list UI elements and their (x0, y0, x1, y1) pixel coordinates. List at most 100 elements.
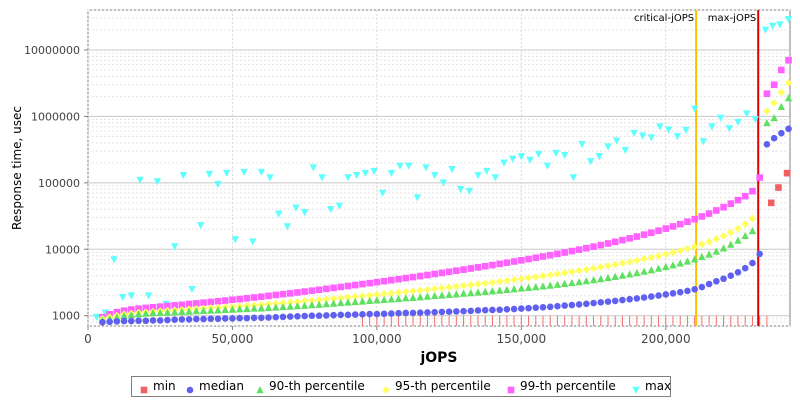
point-median (366, 310, 373, 318)
point-95-th-percentile (394, 288, 403, 297)
point-median (135, 317, 142, 325)
legend-symbol-median (184, 381, 196, 400)
point-max (413, 194, 422, 202)
point-max (595, 153, 604, 161)
point-median (185, 316, 193, 323)
point-median (113, 318, 121, 325)
point-99-th-percentile (258, 293, 265, 301)
point-90-th-percentile (322, 300, 331, 308)
point-90-th-percentile (777, 102, 786, 111)
point-median (669, 290, 677, 297)
point-median (120, 317, 128, 325)
point-95-th-percentile (495, 277, 504, 286)
point-median (568, 301, 576, 309)
axis-tick-labels: 0 50,000 100,000 150,000 200,000 1000 10000 100… (24, 44, 691, 346)
point-99-th-percentile (749, 187, 756, 195)
point-95-th-percentile (531, 273, 540, 281)
point-90-th-percentile (149, 309, 157, 317)
point-99-th-percentile (395, 275, 402, 283)
legend-marker-max (632, 386, 640, 394)
point-95-th-percentile (409, 287, 417, 295)
point-max (725, 125, 734, 133)
point-90-th-percentile (719, 244, 728, 252)
point-max (664, 126, 673, 134)
point-95-th-percentile (416, 286, 425, 295)
point-max (396, 162, 404, 170)
point-median (431, 308, 438, 316)
point-max (179, 171, 188, 180)
point-95-th-percentile (336, 294, 345, 302)
point-99-th-percentile (243, 294, 251, 302)
point-max (552, 149, 560, 158)
point-median (554, 302, 561, 310)
point-90-th-percentile (163, 308, 172, 316)
point-99-th-percentile (185, 300, 193, 308)
point-99-th-percentile (135, 305, 142, 312)
point-90-th-percentile (300, 301, 309, 309)
point-max (500, 159, 508, 167)
point-median (214, 315, 222, 323)
point-95-th-percentile (777, 88, 786, 97)
point-90-th-percentile (517, 284, 526, 292)
legend-symbol-svg (256, 386, 264, 394)
point-median (525, 304, 532, 312)
point-median (344, 311, 352, 319)
point-95-th-percentile (286, 298, 295, 307)
point-median (720, 275, 727, 283)
point-95-th-percentile (373, 290, 381, 299)
point-99-th-percentile (221, 297, 229, 304)
point-90-th-percentile (192, 307, 201, 315)
point-90-th-percentile (402, 294, 410, 302)
point-median (597, 299, 605, 306)
point-max (543, 162, 552, 170)
point-95-th-percentile (474, 280, 482, 288)
point-90-th-percentile (329, 299, 338, 307)
point-min (775, 184, 782, 191)
point-90-th-percentile (264, 303, 273, 312)
point-median (243, 314, 251, 322)
point-max (621, 146, 630, 155)
point-max (716, 114, 725, 122)
point-90-th-percentile (308, 301, 316, 309)
point-90-th-percentile (589, 276, 598, 284)
point-median (416, 309, 424, 316)
point-99-th-percentile (554, 250, 561, 258)
legend-label-95th: 95-th percentile (395, 379, 491, 393)
point-99-th-percentile (373, 278, 381, 286)
point-median (193, 315, 200, 323)
point-median (503, 305, 511, 313)
point-90-th-percentile (459, 289, 468, 297)
point-95-th-percentile (719, 232, 728, 240)
point-median (713, 277, 720, 285)
legend-symbol-95th (380, 381, 392, 400)
point-95-th-percentile (546, 271, 555, 279)
point-99-th-percentile (474, 264, 482, 271)
legend-symbol-99th (505, 381, 517, 400)
point-median (207, 315, 215, 323)
point-max (612, 137, 621, 145)
point-99-th-percentile (539, 253, 547, 260)
point-90-th-percentile (467, 289, 475, 297)
point-max (422, 164, 430, 172)
point-median (684, 287, 691, 295)
point-median (611, 297, 619, 305)
point-95-th-percentile (329, 294, 338, 303)
point-max (638, 132, 647, 140)
point-95-th-percentile (445, 283, 453, 292)
point-max (508, 155, 517, 163)
point-95-th-percentile (633, 256, 641, 265)
point-99-th-percentile (741, 192, 749, 200)
point-99-th-percentile (402, 274, 410, 282)
point-99-th-percentile (489, 261, 496, 269)
point-95-th-percentile (380, 290, 388, 298)
point-95-th-percentile (452, 282, 461, 291)
point-median (438, 308, 446, 316)
legend-label-90th: 90-th percentile (269, 379, 365, 393)
point-90-th-percentile (113, 313, 121, 321)
point-99-th-percentile (669, 223, 677, 230)
point-max (751, 116, 760, 124)
point-max (196, 221, 205, 230)
point-99-th-percentile (315, 286, 323, 294)
point-90-th-percentile (784, 94, 793, 102)
marker-label-max-jops: max-jOPS (708, 13, 756, 24)
